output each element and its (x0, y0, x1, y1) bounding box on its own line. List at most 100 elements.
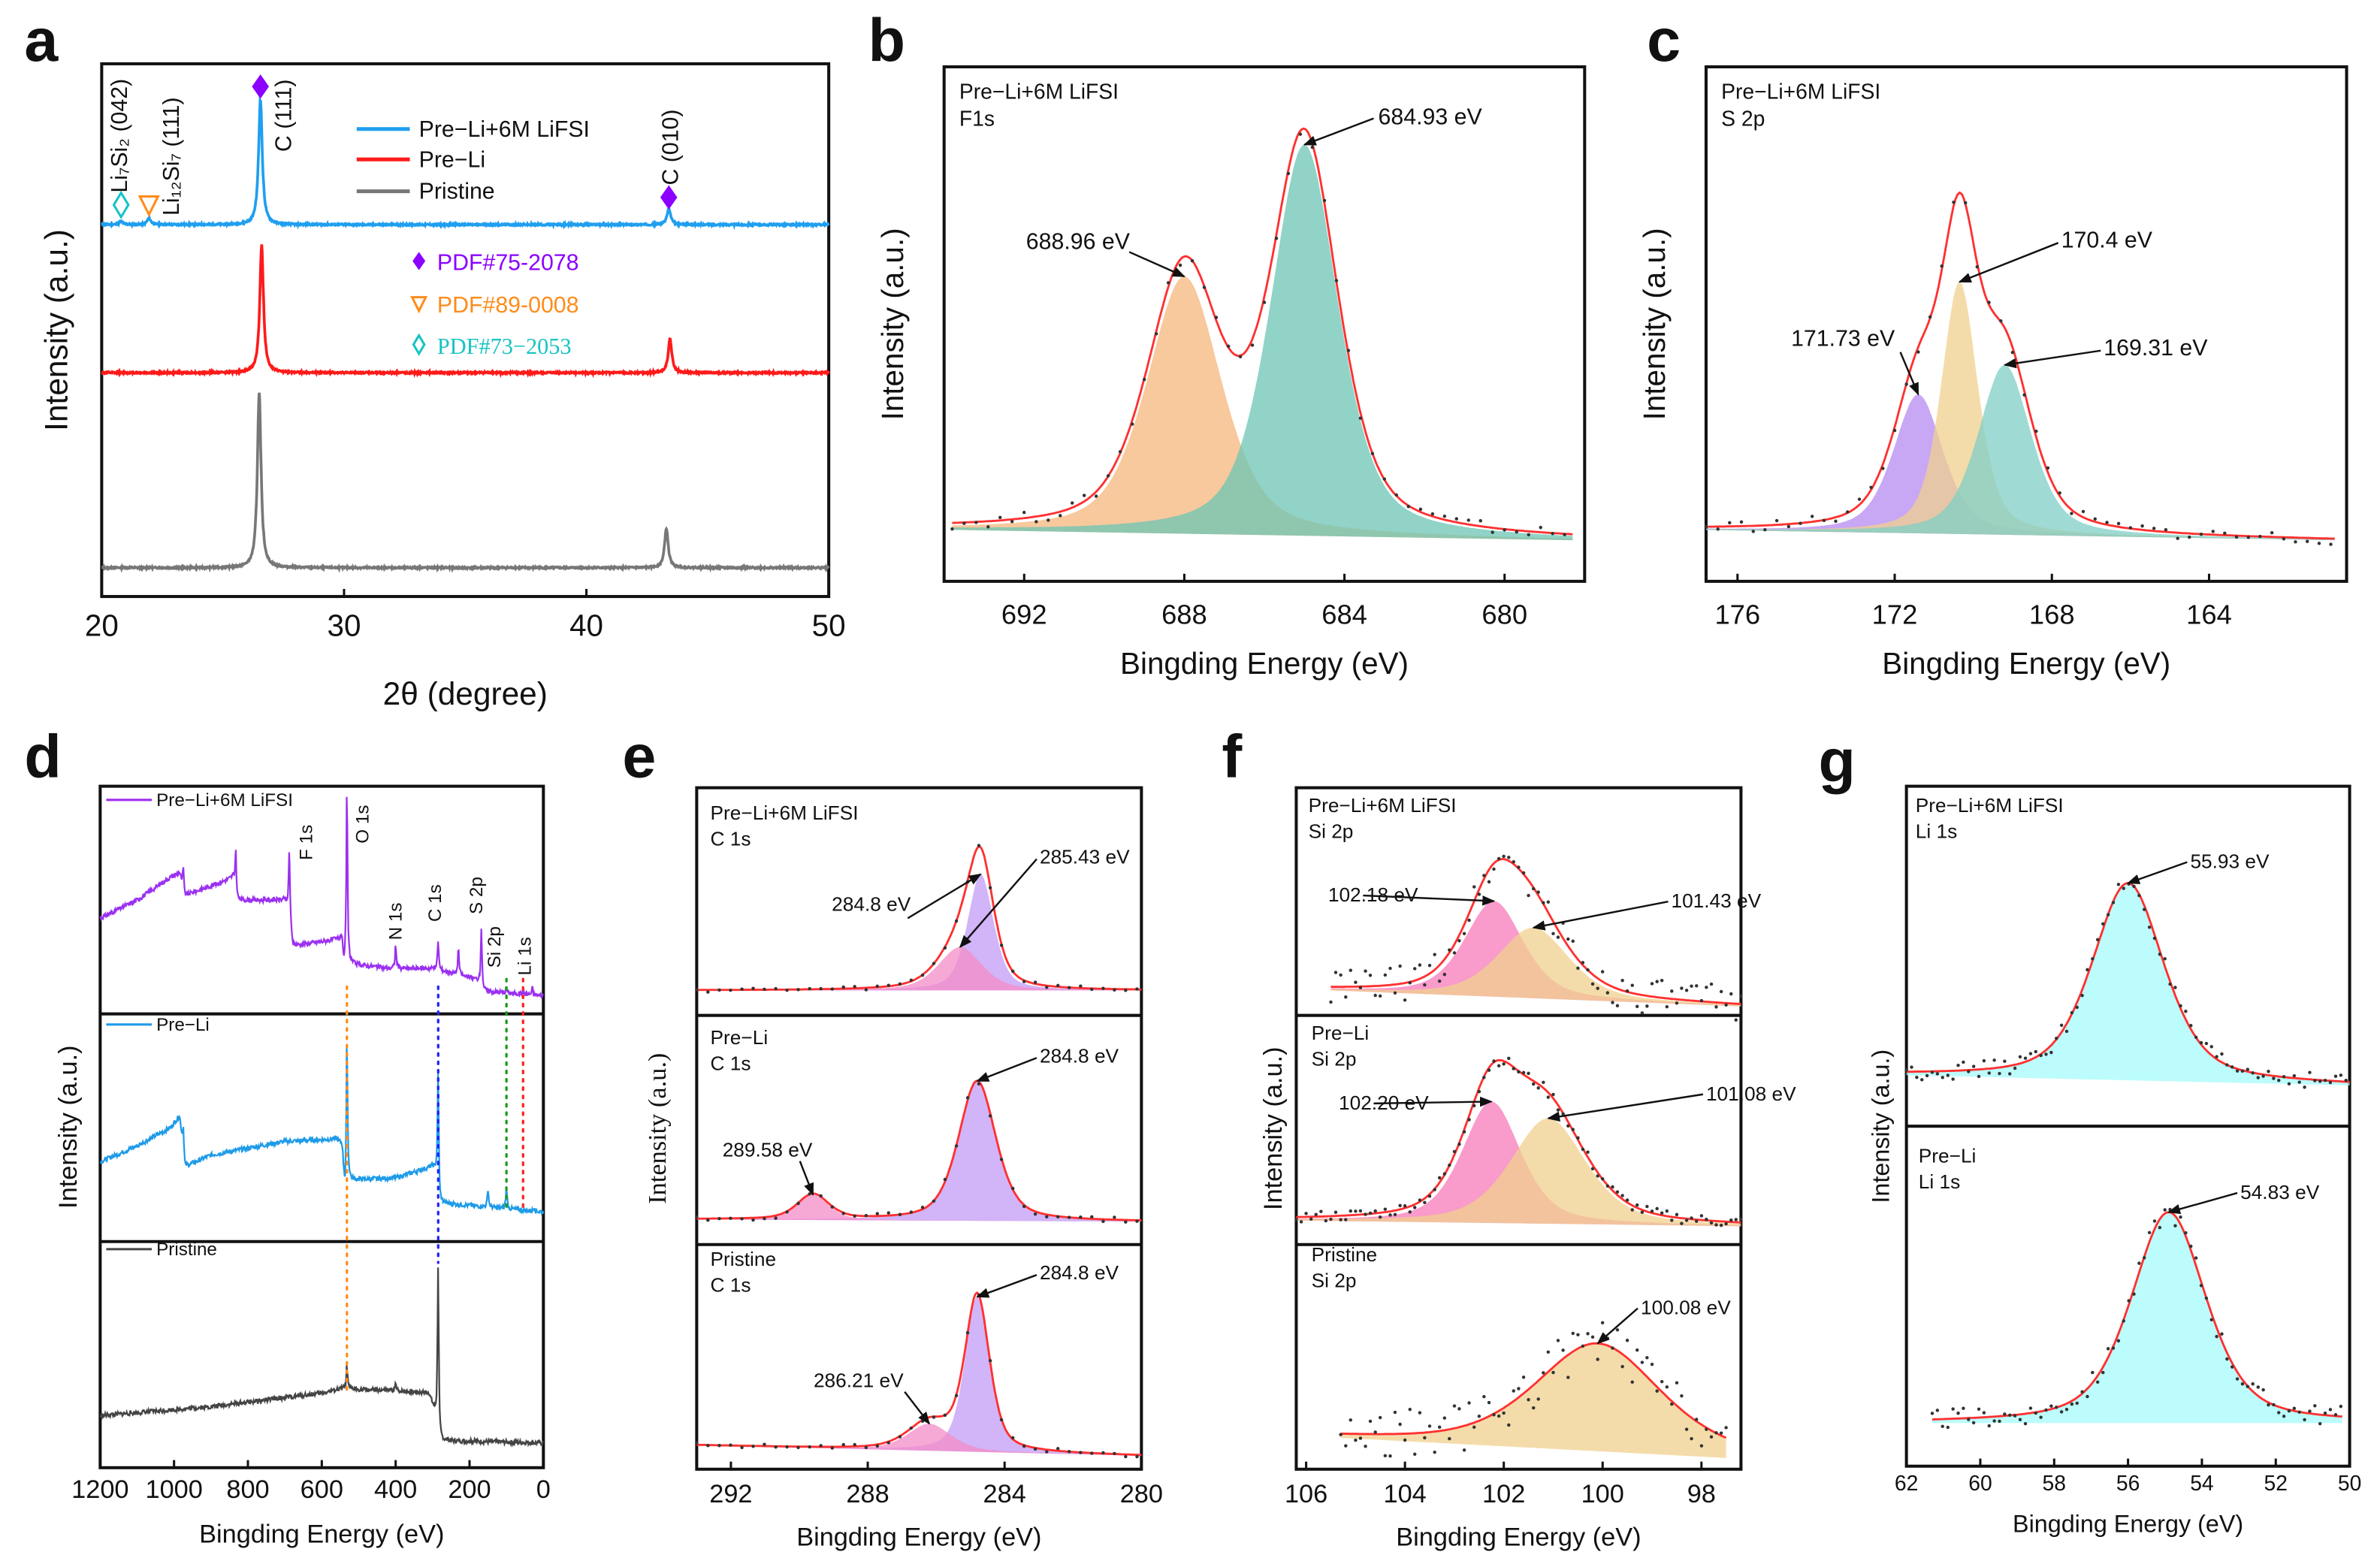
x-tick-label: 58 (2043, 1471, 2066, 1495)
data-point (1531, 1406, 1536, 1410)
data-point (1142, 377, 1146, 382)
data-point (2235, 1069, 2240, 1073)
data-point (1705, 1218, 1708, 1221)
data-point (1497, 1414, 1501, 1418)
data-point (1333, 971, 1338, 974)
x-tick-label: 800 (226, 1475, 269, 1504)
data-point (740, 1217, 744, 1221)
data-point (1433, 1188, 1436, 1191)
data-point (1403, 1438, 1407, 1442)
data-point (1714, 1005, 1718, 1009)
peak-annotation: 285.43 eV (1040, 846, 1130, 868)
data-point (2220, 1052, 2224, 1056)
data-point (1946, 1073, 1950, 1077)
data-point (819, 1194, 823, 1198)
data-point (1393, 1410, 1397, 1415)
data-point (1724, 1426, 1728, 1430)
data-point (1635, 1203, 1639, 1207)
data-point (1881, 466, 1885, 470)
data-point (2199, 1040, 2203, 1045)
panel-g-axes: 62 60 58 56 54 52 50 Bingding Energy (eV) Intens… (1867, 784, 2361, 1538)
data-point (1388, 966, 1392, 971)
data-point (796, 1201, 800, 1206)
data-point (1502, 854, 1506, 859)
data-point (1531, 886, 1536, 891)
data-point (943, 1413, 947, 1418)
x-tick-label: 600 (301, 1475, 343, 1504)
data-point (1615, 1328, 1620, 1332)
data-point (1655, 980, 1659, 983)
region-label: C 1s (711, 1273, 751, 1296)
data-point (1566, 1124, 1570, 1128)
data-point (1094, 494, 1098, 498)
data-point (2080, 1390, 2084, 1393)
data-point (932, 1415, 936, 1419)
data-point (1904, 382, 1908, 386)
data-point (1967, 1418, 1971, 1421)
data-point (1442, 1172, 1447, 1176)
x-tick-label: 684 (1321, 599, 1367, 630)
data-point (1045, 986, 1049, 989)
data-point (1611, 1001, 1614, 1004)
data-point (1314, 1212, 1318, 1216)
data-point (1517, 865, 1521, 869)
data-point (853, 985, 856, 989)
data-point (853, 1214, 856, 1218)
data-point (2132, 1292, 2136, 1296)
data-point (819, 1444, 823, 1448)
data-point (1124, 989, 1128, 992)
data-point (1250, 343, 1255, 347)
data-point (1423, 1436, 1427, 1440)
data-point (1079, 984, 1083, 988)
data-point (2204, 1041, 2209, 1046)
data-point (1704, 524, 1708, 528)
data-point (2081, 509, 2086, 514)
phase-legend-label: PDF#89-0008 (437, 293, 579, 318)
filled-diamond-marker (252, 74, 269, 99)
data-point (1354, 980, 1358, 984)
survey-spectrum (100, 1046, 545, 1216)
data-point (2137, 1261, 2141, 1265)
data-point (1427, 1424, 1432, 1428)
data-point (2152, 1219, 2157, 1223)
x-tick-label: 54 (2190, 1471, 2213, 1495)
data-point (1202, 285, 1207, 289)
peak-label: Li 1s (515, 937, 536, 975)
annotation-arrow (1373, 1096, 1493, 1107)
data-point (2018, 1055, 2022, 1059)
data-point (1751, 530, 1755, 533)
phase-legend-label: PDF#73−2053 (437, 334, 572, 359)
data-point (2152, 527, 2156, 530)
data-point (1590, 1167, 1595, 1170)
data-point (1645, 1004, 1649, 1008)
x-axis-label: Bingding Energy (eV) (1882, 646, 2170, 681)
data-point (729, 1443, 732, 1447)
data-point (1427, 1194, 1432, 1198)
data-point (1373, 1430, 1377, 1434)
data-point (1539, 525, 1542, 530)
subplot-e-3: Pristine C 1s 284.8 eV 286.21 eV (695, 1248, 1142, 1459)
data-point (999, 1158, 1004, 1161)
data-point (796, 1445, 800, 1450)
data-point (1536, 890, 1540, 894)
data-point (1940, 264, 1944, 268)
data-point (2101, 922, 2105, 926)
data-point (1462, 1130, 1466, 1134)
data-point (1596, 1357, 1599, 1361)
data-point (2111, 901, 2116, 904)
survey-spectrum (99, 1267, 545, 1448)
data-point (695, 1441, 699, 1445)
data-point (1915, 1075, 1919, 1079)
x-tick-label: 1000 (145, 1475, 202, 1504)
data-point (1492, 867, 1496, 871)
data-point (1329, 1217, 1333, 1221)
data-point (2258, 534, 2262, 539)
data-point (2189, 1024, 2193, 1028)
data-point (740, 987, 744, 991)
y-axis-label: Intensity (a.u.) (875, 228, 910, 420)
data-point (841, 1442, 845, 1447)
data-point (1941, 1424, 1944, 1429)
x-tick-label: 0 (536, 1475, 551, 1504)
data-point (1329, 1000, 1333, 1004)
y-axis-label: Intensity (a.u.) (1637, 228, 1672, 420)
